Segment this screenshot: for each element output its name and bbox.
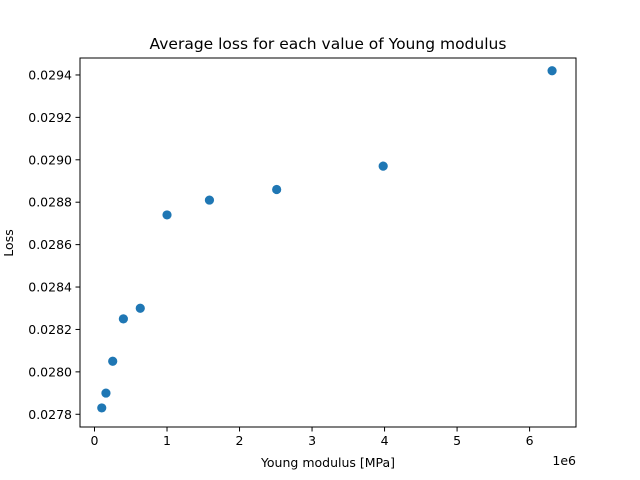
- data-point: [97, 403, 107, 413]
- data-point: [378, 161, 388, 171]
- y-tick-label: 0.0290: [28, 152, 72, 167]
- y-axis-label: Loss: [1, 229, 16, 256]
- x-tick-label: 1: [163, 433, 171, 448]
- data-point: [108, 356, 118, 366]
- x-axis-label: Young modulus [MPa]: [260, 455, 395, 470]
- y-tick-label: 0.0284: [28, 280, 72, 295]
- y-tick-label: 0.0294: [28, 67, 72, 82]
- data-point: [135, 303, 145, 313]
- x-tick-label: 3: [308, 433, 316, 448]
- y-tick-label: 0.0292: [28, 110, 72, 125]
- data-point: [272, 184, 282, 195]
- y-tick-label: 0.0280: [28, 364, 72, 379]
- data-point: [204, 195, 215, 205]
- y-tick-label: 0.0282: [28, 322, 72, 337]
- y-tick-label: 0.0278: [28, 407, 72, 422]
- x-tick-label: 2: [236, 433, 244, 448]
- x-tick-label: 4: [381, 433, 389, 448]
- y-tick-label: 0.0288: [28, 195, 72, 210]
- x-axis: 0 1 2 3 4 5 6: [91, 427, 534, 448]
- chart-title: Average loss for each value of Young mod…: [150, 35, 507, 53]
- x-tick-label: 5: [453, 433, 461, 448]
- data-point: [101, 388, 111, 398]
- x-axis-offset-text: 1e6: [552, 453, 576, 468]
- x-tick-label: 6: [526, 433, 534, 448]
- axes-frame: [79, 57, 577, 428]
- data-point: [162, 210, 172, 220]
- data-points: [97, 66, 557, 413]
- y-axis: 0.0278 0.0280 0.0282 0.0284 0.0286 0.0288 0.02…: [28, 67, 80, 422]
- y-tick-label: 0.0286: [28, 237, 72, 252]
- x-tick-label: 0: [91, 433, 99, 448]
- data-point: [547, 66, 557, 76]
- data-point: [118, 314, 128, 324]
